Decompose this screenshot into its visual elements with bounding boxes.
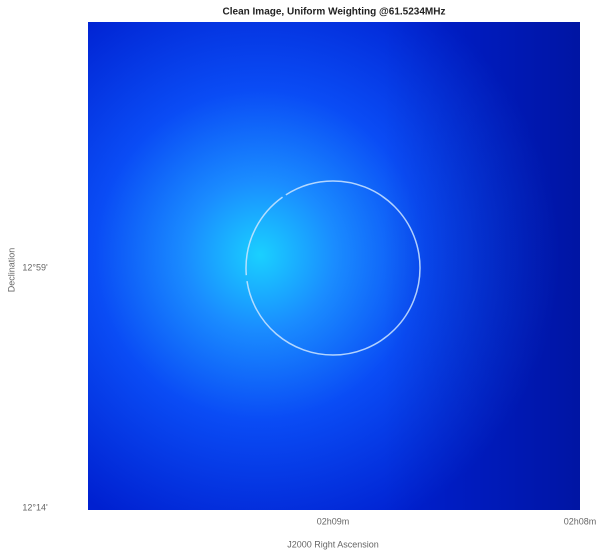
y-tick-label: 12°59' [22,262,48,272]
y-tick-label: 12°14' [22,502,48,512]
chart-title: Clean Image, Uniform Weighting @61.5234M… [223,7,446,18]
sky-image [88,22,580,510]
y-axis-label: Declination [6,248,16,293]
image-shade [88,22,580,510]
x-tick-label: 02h08m [564,516,597,526]
x-tick-label: 02h09m [317,516,350,526]
x-axis-label: J2000 Right Ascension [287,539,379,549]
chart: Clean Image, Uniform Weighting @61.5234M… [0,0,610,553]
